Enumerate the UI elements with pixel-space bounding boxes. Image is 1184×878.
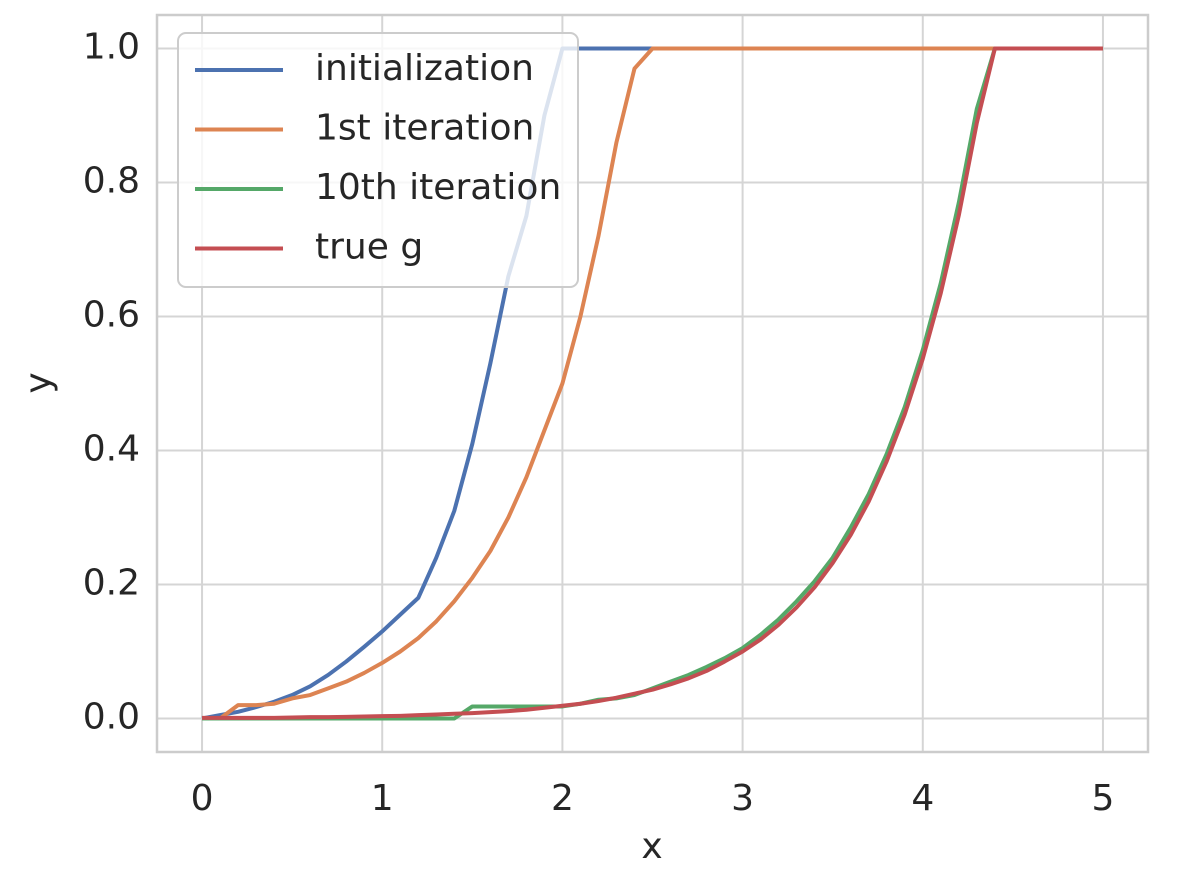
x-tick-label: 4: [911, 778, 934, 819]
x-tick-label: 2: [551, 778, 574, 819]
x-tick-label: 5: [1092, 778, 1115, 819]
legend-box: [177, 32, 579, 288]
y-axis-label: y: [18, 372, 59, 393]
y-tick-label: 0.0: [83, 697, 140, 738]
y-tick-label: 1.0: [83, 27, 140, 68]
plot-frame: [155, 13, 1150, 754]
x-tick-label: 3: [731, 778, 754, 819]
legend-label: initialization: [315, 48, 534, 89]
y-tick-label: 0.4: [83, 429, 140, 470]
legend-label: 1st iteration: [315, 108, 534, 149]
series-line: [202, 46, 1103, 720]
y-tick-label: 0.8: [83, 161, 140, 202]
y-tick-label: 0.6: [83, 295, 140, 336]
x-axis-label: x: [641, 826, 662, 867]
legend: initialization 1st iteration 10th iteratio…: [177, 32, 579, 288]
x-tick-label: 1: [371, 778, 394, 819]
x-tick-label: 0: [191, 778, 214, 819]
legend-label: 10th iteration: [315, 167, 561, 208]
legend-label: true g: [315, 227, 423, 268]
series-line: [202, 46, 1103, 721]
y-tick-label: 0.2: [83, 563, 140, 604]
